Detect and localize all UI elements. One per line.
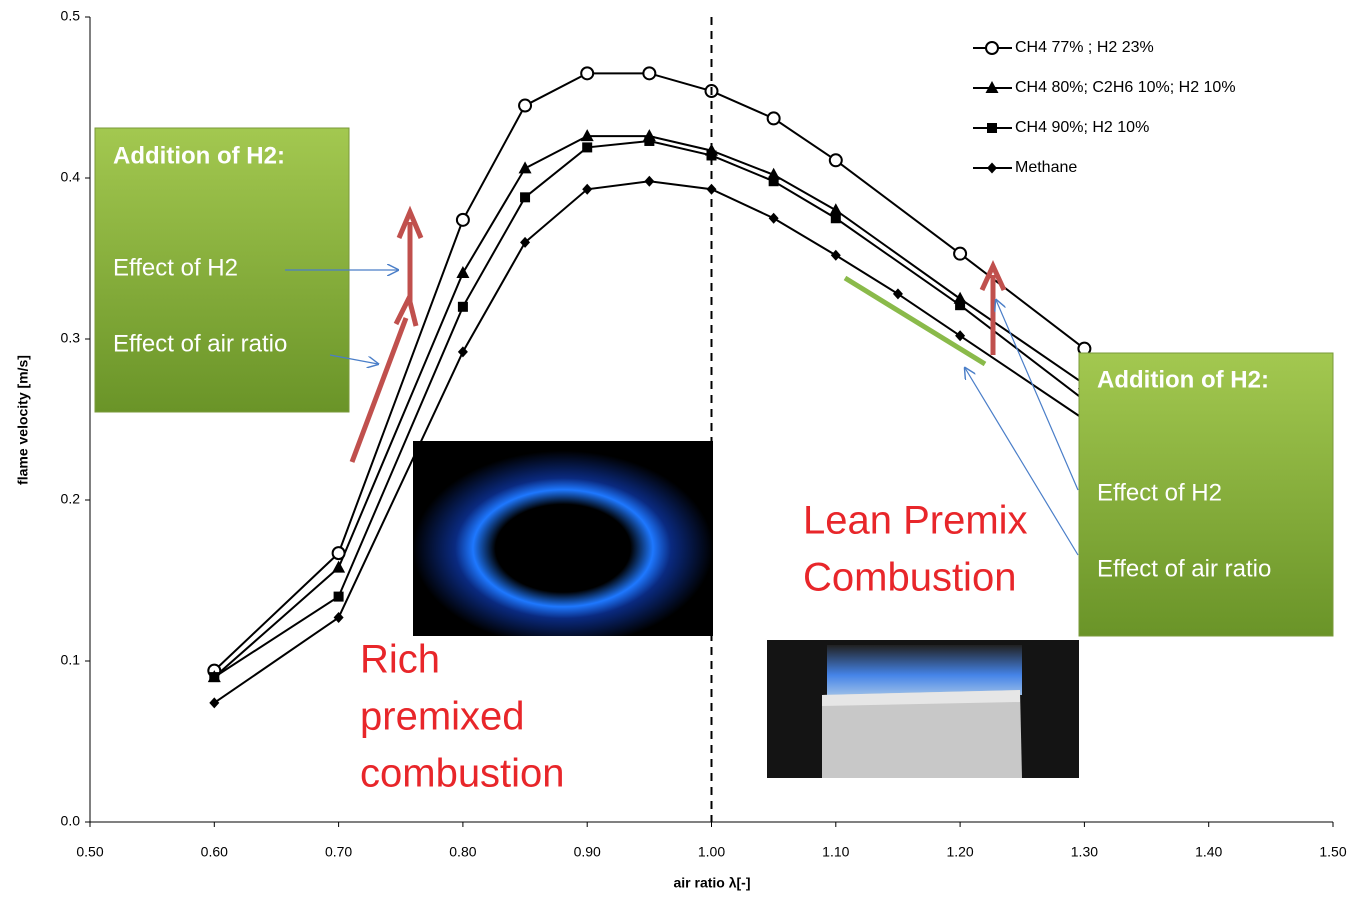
- x-tick-label: 1.30: [1071, 844, 1098, 860]
- x-tick-label: 1.50: [1319, 844, 1346, 860]
- x-tick-label: 1.10: [822, 844, 849, 860]
- point: [333, 547, 345, 559]
- point: [831, 213, 841, 223]
- y-axis-label: flame velocity [m/s]: [15, 355, 31, 485]
- point: [955, 330, 965, 341]
- x-tick-label: 0.60: [201, 844, 228, 860]
- point: [457, 214, 469, 226]
- point: [769, 176, 779, 186]
- chart: 0.50 0.60 0.70 0.80 0.90 1.00 1.10 1.20 1.30 1.40…: [0, 0, 1356, 897]
- point: [582, 142, 592, 152]
- point: [458, 302, 468, 312]
- x-tick-label: 0.80: [449, 844, 476, 860]
- point: [520, 192, 530, 202]
- left-box-item: Effect of H2: [113, 254, 238, 281]
- point: [831, 250, 841, 261]
- left-box-title: Addition of H2:: [113, 142, 285, 169]
- overlay: Addition of H2: Effect of H2 Effect of a…: [95, 128, 1333, 796]
- right-box-item: Effect of air ratio: [1097, 555, 1271, 582]
- point: [209, 672, 219, 682]
- x-tick-label: 0.50: [76, 844, 103, 860]
- x-tick-label: 1.20: [946, 844, 973, 860]
- x-tick-label: 0.90: [574, 844, 601, 860]
- point: [769, 213, 779, 224]
- y-tick-label: 0.1: [61, 652, 81, 668]
- rich-label: combustion: [360, 752, 565, 796]
- lean-label: Combustion: [803, 556, 1016, 600]
- x-tick-label: 0.70: [325, 844, 352, 860]
- y-tick-label: 0.3: [61, 330, 81, 346]
- point: [986, 42, 998, 54]
- point: [334, 612, 344, 623]
- point: [332, 561, 345, 573]
- point: [644, 136, 654, 146]
- y-tick-label: 0.5: [61, 8, 81, 24]
- point: [519, 100, 531, 112]
- left-box-item: Effect of air ratio: [113, 330, 287, 357]
- rich-label: premixed: [360, 695, 525, 739]
- x-axis-label: air ratio λ[-]: [673, 875, 750, 891]
- legend-label: CH4 80%; C2H6 10%; H2 10%: [1015, 79, 1236, 96]
- point: [893, 288, 903, 299]
- y-tick-label: 0.0: [61, 813, 81, 829]
- point: [456, 266, 469, 278]
- point: [644, 176, 654, 187]
- legend-label: CH4 77% ; H2 23%: [1015, 39, 1154, 56]
- lean-burner-photo: [767, 640, 1079, 778]
- y-tick-label: 0.2: [61, 491, 81, 507]
- point: [830, 154, 842, 166]
- point: [768, 112, 780, 124]
- point: [955, 300, 965, 310]
- point: [458, 346, 468, 357]
- x-tick-label: 1.40: [1195, 844, 1222, 860]
- legend-label: Methane: [1015, 159, 1077, 176]
- y-tick-label: 0.4: [61, 169, 81, 185]
- point: [581, 67, 593, 79]
- point: [519, 161, 532, 173]
- point: [209, 697, 219, 708]
- point: [987, 123, 997, 133]
- rich-label: Rich: [360, 638, 440, 682]
- x-tick-label: 1.00: [698, 844, 725, 860]
- lean-label: Lean Premix: [803, 499, 1028, 543]
- point: [987, 163, 997, 174]
- legend: CH4 77% ; H2 23% CH4 80%; C2H6 10%; H2 10…: [973, 39, 1236, 176]
- stove-flame-photo: [413, 441, 713, 636]
- legend-label: CH4 90%; H2 10%: [1015, 119, 1149, 136]
- right-box-title: Addition of H2:: [1097, 366, 1269, 393]
- point: [954, 248, 966, 260]
- point: [334, 592, 344, 602]
- point: [643, 67, 655, 79]
- right-box-item: Effect of H2: [1097, 479, 1222, 506]
